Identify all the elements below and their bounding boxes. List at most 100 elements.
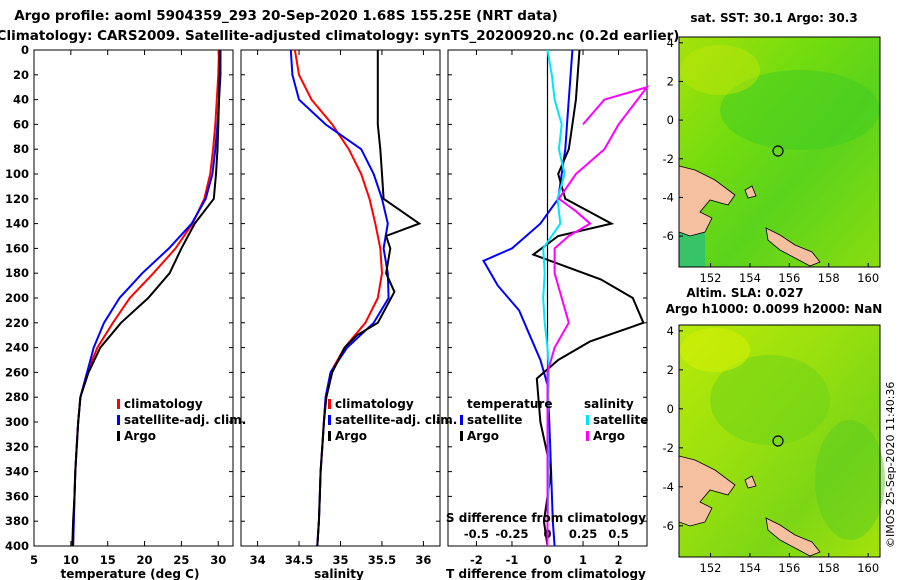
series-line-Argo <box>316 50 422 547</box>
sst-warm-patch <box>720 70 880 150</box>
legend-header-salinity: salinity <box>584 397 634 411</box>
land-mass <box>765 227 821 267</box>
x-tick-label: 1 <box>579 553 587 567</box>
lon-tick-label: 156 <box>778 271 800 285</box>
sst-map-axes: 4 2 0 -2 -4 -6 152 154 156 158 160 <box>663 36 880 285</box>
x-tick-label: 10 <box>63 553 79 567</box>
lon-tick-label: 158 <box>818 561 840 575</box>
top-x-tick-label: 0.5 <box>608 527 628 541</box>
sst-patch <box>680 45 760 95</box>
x-tick-label: 2 <box>615 553 623 567</box>
top-x-tick-label: -0.25 <box>495 527 528 541</box>
land-mass <box>765 517 821 557</box>
lon-tick-label: 158 <box>818 271 840 285</box>
sla-patch <box>815 420 885 540</box>
legend-s-satellite-swatch <box>586 415 589 425</box>
sst-map-frame <box>678 36 881 268</box>
depth-tick-label: 240 <box>5 341 29 355</box>
depth-tick-label: 340 <box>5 465 29 479</box>
lat-tick-label: -4 <box>663 190 674 204</box>
sla-map-title1: Altim. SLA: 0.027 <box>686 286 803 300</box>
lon-tick-label: 154 <box>739 561 761 575</box>
legend-t-argo-swatch <box>460 431 463 441</box>
depth-tick-label: 180 <box>5 266 29 280</box>
legend-climatology: climatology <box>124 397 203 411</box>
difference-top-xlabel: S difference from climatology <box>446 511 646 525</box>
difference-legend: temperature salinity satellite Argo sate… <box>460 397 648 443</box>
legend-header-temperature: temperature <box>467 397 552 411</box>
lat-tick-label: -2 <box>663 152 674 166</box>
legend-satellite-swatch <box>117 415 120 425</box>
lat-tick-label: 4 <box>667 36 674 50</box>
depth-tick-label: 40 <box>13 93 29 107</box>
depth-axis: 0 20 40 60 80 100 120 140 160 180 200 220 240 260 280 3… <box>5 43 647 553</box>
legend-climatology-swatch <box>328 399 331 409</box>
legend-s-argo: Argo <box>593 429 625 443</box>
depth-tick-label: 320 <box>5 440 29 454</box>
temperature-chart: 5 10 15 20 25 30 <box>30 49 226 567</box>
depth-tick-label: 120 <box>5 192 29 206</box>
argo-location-marker <box>772 435 784 447</box>
sla-map <box>678 324 885 558</box>
series-line-temperature-Argo <box>531 49 645 547</box>
top-x-tick-label: -0.5 <box>464 527 489 541</box>
lat-tick-label: -6 <box>663 229 674 243</box>
top-x-tick-label: 0.25 <box>569 527 597 541</box>
land-mass <box>678 165 736 237</box>
depth-tick-label: 80 <box>13 142 29 156</box>
depth-tick-label: 100 <box>5 167 29 181</box>
lon-tick-label: 160 <box>857 271 879 285</box>
salinity-xlabel: salinity <box>314 567 364 580</box>
lat-tick-label: -4 <box>663 480 674 494</box>
x-tick-label: 30 <box>210 553 226 567</box>
depth-tick-label: 260 <box>5 365 29 379</box>
temperature-legend: climatology satellite-adj. clim. Argo <box>117 397 246 443</box>
lon-tick-label: 154 <box>739 271 761 285</box>
depth-tick-label: 200 <box>5 291 29 305</box>
sst-map-title: sat. SST: 30.1 Argo: 30.3 <box>690 11 857 25</box>
x-tick-label: 36 <box>415 553 431 567</box>
land-mass <box>744 185 757 199</box>
argo-location-marker <box>772 145 784 157</box>
land-mass <box>744 475 757 489</box>
sla-patch <box>680 328 750 372</box>
x-tick-label: 35 <box>332 553 348 567</box>
legend-satellite: satellite-adj. clim. <box>335 413 457 427</box>
sla-map-axes: 4 2 0 -2 -4 -6 152 154 156 158 160 <box>663 324 880 575</box>
x-tick-label: 34.5 <box>285 553 313 567</box>
depth-tick-label: 140 <box>5 217 29 231</box>
lon-tick-label: 152 <box>700 271 722 285</box>
lat-tick-label: -6 <box>663 519 674 533</box>
x-tick-label: -1 <box>506 553 519 567</box>
lon-tick-label: 152 <box>700 561 722 575</box>
legend-argo-swatch <box>117 431 120 441</box>
legend-t-argo: Argo <box>467 429 499 443</box>
legend-s-satellite: satellite <box>593 413 648 427</box>
x-tick-label: 5 <box>30 553 38 567</box>
lat-tick-label: 4 <box>667 324 674 338</box>
salinity-legend: climatology satellite-adj. clim. Argo <box>328 397 457 443</box>
lat-tick-label: 0 <box>667 402 674 416</box>
lat-tick-label: -2 <box>663 441 674 455</box>
salinity-chart: 34 34.5 35 35.5 36 <box>250 49 431 567</box>
x-tick-label: 0 <box>543 553 551 567</box>
imos-credit: ©IMOS 25-Sep-2020 11:40:36 <box>884 382 897 548</box>
salinity-panel <box>240 49 441 547</box>
legend-argo: Argo <box>335 429 367 443</box>
lon-tick-label: 160 <box>857 561 879 575</box>
depth-tick-label: 0 <box>21 43 29 57</box>
difference-xlabel: T difference from climatology <box>446 567 646 580</box>
series-line-Argo <box>71 50 221 547</box>
sla-map-title2: Argo h1000: 0.0099 h2000: NaN <box>666 302 883 316</box>
temperature-xlabel: temperature (deg C) <box>61 567 200 580</box>
depth-tick-label: 400 <box>5 539 29 553</box>
difference-chart: -2 -1 0 1 2-0.5 -0.25 0 0.25 0.5 <box>464 49 650 567</box>
x-tick-label: 35.5 <box>368 553 396 567</box>
title-line1: Argo profile: aoml 5904359_293 20-Sep-20… <box>14 8 558 24</box>
depth-tick-label: 300 <box>5 415 29 429</box>
legend-argo: Argo <box>124 429 156 443</box>
land-mass <box>678 455 736 527</box>
legend-satellite: satellite-adj. clim. <box>124 413 246 427</box>
lat-tick-label: 0 <box>667 113 674 127</box>
x-tick-label: 15 <box>100 553 116 567</box>
